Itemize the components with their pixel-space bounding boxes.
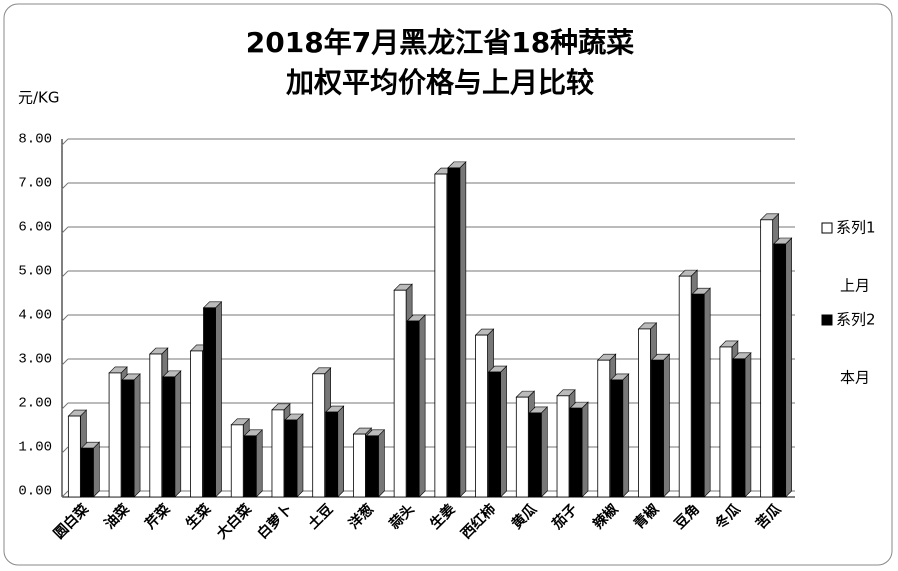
bar <box>651 359 664 498</box>
bar <box>719 346 733 498</box>
bar-side <box>744 352 752 498</box>
bar <box>597 359 611 498</box>
bar <box>203 307 216 498</box>
bar <box>284 419 298 498</box>
legend-note: 上月 <box>840 277 870 295</box>
bar <box>434 173 448 498</box>
bar-side <box>622 373 630 498</box>
bar <box>230 424 244 498</box>
bar-side <box>337 405 344 498</box>
y-tick-label: 4.00 <box>18 308 52 324</box>
bar <box>271 409 285 498</box>
grid-line-depth <box>61 314 69 322</box>
bar <box>67 415 81 498</box>
bar-side <box>663 353 670 498</box>
bar-side <box>541 406 548 498</box>
chart-title: 加权平均价格与上月比较 <box>286 66 594 99</box>
bar <box>393 289 407 498</box>
bar <box>366 435 379 498</box>
bar <box>475 334 488 498</box>
y-tick-label: 1.00 <box>18 440 52 456</box>
bar <box>149 353 163 498</box>
y-tick-label: 2.00 <box>18 396 52 412</box>
bar-side <box>500 365 507 498</box>
grid-line-depth <box>61 402 69 410</box>
bar <box>190 350 203 498</box>
bar <box>243 435 257 498</box>
bar <box>732 358 746 498</box>
bar-side <box>255 429 263 498</box>
bar <box>325 411 339 498</box>
bar-side <box>378 429 385 498</box>
bar <box>353 433 366 498</box>
y-tick-label: 7.00 <box>18 176 52 192</box>
grid-line-depth <box>61 226 69 234</box>
bar-side <box>418 314 426 498</box>
y-tick-label: 3.00 <box>18 352 52 368</box>
bar-side <box>93 441 100 498</box>
legend-swatch <box>821 314 833 326</box>
grid-line-depth <box>61 270 69 278</box>
y-tick-label: 6.00 <box>18 220 52 236</box>
grid-line-depth <box>61 182 69 190</box>
bar <box>108 372 122 498</box>
y-tick-label: 5.00 <box>18 264 52 280</box>
bar <box>312 373 326 498</box>
bar <box>691 293 705 498</box>
legend-note: 本月 <box>840 369 870 387</box>
bar-side <box>174 370 182 498</box>
grid-line-depth <box>61 358 69 366</box>
grid-line-depth <box>61 490 69 498</box>
bar <box>488 371 501 498</box>
y-tick-label: 8.00 <box>18 132 52 148</box>
bar <box>569 407 583 498</box>
chart-title: 2018年7月黑龙江省18种蔬菜 <box>246 26 634 59</box>
bar-side <box>296 413 304 498</box>
bar <box>80 447 94 498</box>
bar-side <box>581 401 589 498</box>
bar <box>610 379 624 498</box>
bar <box>406 320 420 498</box>
bar-side <box>133 373 141 498</box>
bar <box>760 219 774 498</box>
bar-side <box>703 287 711 498</box>
bar <box>556 395 570 498</box>
bar <box>447 167 461 498</box>
bar <box>121 379 135 498</box>
y-axis-label: 元/KG <box>18 89 60 107</box>
bar <box>528 412 542 498</box>
legend-label: 系列1 <box>836 219 876 237</box>
y-tick-label: 0.00 <box>18 484 52 500</box>
bar <box>678 275 692 498</box>
bar <box>638 328 651 498</box>
bar-side <box>459 161 467 498</box>
bar <box>162 376 176 498</box>
grid-line-depth <box>61 446 69 454</box>
bar <box>515 396 529 498</box>
bar-side <box>215 301 222 498</box>
grid-line-depth <box>61 138 69 146</box>
legend-label: 系列2 <box>836 311 876 329</box>
bar-side <box>785 237 792 498</box>
legend-swatch <box>821 222 833 234</box>
bar <box>773 243 787 498</box>
